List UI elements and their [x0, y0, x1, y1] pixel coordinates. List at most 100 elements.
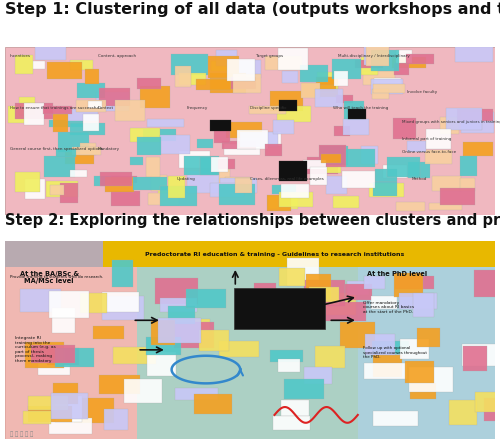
FancyBboxPatch shape — [332, 196, 359, 208]
Text: How to ensure that trainings are successful: How to ensure that trainings are success… — [10, 106, 99, 110]
FancyBboxPatch shape — [50, 186, 64, 195]
FancyBboxPatch shape — [394, 63, 409, 75]
FancyBboxPatch shape — [172, 54, 208, 75]
FancyBboxPatch shape — [179, 73, 206, 85]
FancyBboxPatch shape — [322, 303, 366, 321]
FancyBboxPatch shape — [112, 347, 156, 364]
FancyBboxPatch shape — [371, 50, 399, 71]
FancyBboxPatch shape — [160, 135, 190, 154]
FancyBboxPatch shape — [279, 268, 305, 286]
FancyBboxPatch shape — [300, 65, 328, 82]
FancyBboxPatch shape — [318, 72, 338, 89]
FancyBboxPatch shape — [50, 291, 89, 319]
FancyBboxPatch shape — [274, 416, 310, 430]
FancyBboxPatch shape — [5, 241, 495, 439]
FancyBboxPatch shape — [234, 288, 325, 329]
FancyBboxPatch shape — [44, 106, 72, 114]
Text: Who will teach the training: Who will teach the training — [334, 106, 388, 110]
FancyBboxPatch shape — [210, 73, 246, 93]
FancyBboxPatch shape — [374, 355, 402, 377]
FancyBboxPatch shape — [124, 378, 162, 403]
FancyBboxPatch shape — [70, 170, 86, 177]
FancyBboxPatch shape — [49, 120, 83, 128]
FancyBboxPatch shape — [211, 61, 236, 71]
FancyBboxPatch shape — [70, 60, 93, 70]
FancyBboxPatch shape — [160, 186, 197, 206]
FancyBboxPatch shape — [303, 160, 326, 169]
FancyBboxPatch shape — [281, 184, 310, 198]
FancyBboxPatch shape — [146, 337, 182, 355]
FancyBboxPatch shape — [319, 145, 345, 167]
FancyBboxPatch shape — [44, 156, 76, 177]
Text: Target groups: Target groups — [255, 54, 283, 58]
Text: Multi-disciplinary / Interdisciplinary: Multi-disciplinary / Interdisciplinary — [338, 54, 410, 58]
FancyBboxPatch shape — [346, 148, 376, 167]
FancyBboxPatch shape — [400, 293, 436, 309]
FancyBboxPatch shape — [15, 55, 33, 74]
FancyBboxPatch shape — [410, 383, 436, 399]
FancyBboxPatch shape — [219, 184, 255, 205]
FancyBboxPatch shape — [309, 287, 339, 305]
FancyBboxPatch shape — [320, 154, 342, 163]
FancyBboxPatch shape — [457, 109, 492, 121]
FancyBboxPatch shape — [282, 71, 298, 83]
FancyBboxPatch shape — [74, 398, 114, 424]
FancyBboxPatch shape — [394, 273, 424, 297]
FancyBboxPatch shape — [72, 147, 101, 155]
FancyBboxPatch shape — [187, 171, 219, 193]
FancyBboxPatch shape — [77, 83, 105, 98]
FancyBboxPatch shape — [400, 339, 428, 359]
FancyBboxPatch shape — [372, 89, 388, 99]
FancyBboxPatch shape — [301, 83, 320, 98]
Text: Method: Method — [412, 177, 427, 181]
FancyBboxPatch shape — [210, 183, 244, 197]
FancyBboxPatch shape — [226, 178, 250, 190]
Text: Mandatory: Mandatory — [98, 147, 120, 151]
FancyBboxPatch shape — [388, 157, 420, 177]
FancyBboxPatch shape — [281, 299, 312, 320]
FancyBboxPatch shape — [304, 280, 344, 306]
FancyBboxPatch shape — [196, 79, 232, 90]
FancyBboxPatch shape — [179, 151, 210, 168]
FancyBboxPatch shape — [348, 281, 370, 295]
FancyBboxPatch shape — [5, 241, 495, 267]
FancyBboxPatch shape — [138, 267, 358, 439]
FancyBboxPatch shape — [334, 126, 350, 136]
FancyBboxPatch shape — [146, 157, 160, 177]
Text: Context: Context — [98, 106, 114, 110]
FancyBboxPatch shape — [14, 172, 40, 192]
FancyBboxPatch shape — [174, 319, 210, 340]
FancyBboxPatch shape — [80, 293, 108, 313]
FancyBboxPatch shape — [266, 307, 304, 323]
FancyBboxPatch shape — [114, 100, 144, 121]
Text: At the PhD level: At the PhD level — [367, 271, 427, 277]
FancyBboxPatch shape — [316, 78, 336, 92]
FancyBboxPatch shape — [174, 323, 214, 349]
FancyBboxPatch shape — [174, 388, 218, 400]
FancyBboxPatch shape — [51, 393, 88, 419]
FancyBboxPatch shape — [148, 119, 184, 127]
FancyBboxPatch shape — [326, 176, 347, 194]
FancyBboxPatch shape — [374, 78, 400, 88]
FancyBboxPatch shape — [151, 320, 176, 346]
Text: Frequency: Frequency — [186, 106, 208, 110]
FancyBboxPatch shape — [65, 148, 94, 164]
FancyBboxPatch shape — [332, 59, 361, 79]
FancyBboxPatch shape — [364, 43, 390, 65]
FancyBboxPatch shape — [148, 193, 179, 205]
FancyBboxPatch shape — [232, 77, 256, 89]
FancyBboxPatch shape — [358, 267, 495, 439]
Text: Online versus face-to-face: Online versus face-to-face — [402, 150, 456, 154]
FancyBboxPatch shape — [112, 191, 140, 206]
FancyBboxPatch shape — [213, 169, 230, 188]
FancyBboxPatch shape — [8, 105, 28, 123]
FancyBboxPatch shape — [216, 50, 236, 66]
FancyBboxPatch shape — [268, 197, 298, 210]
FancyBboxPatch shape — [304, 367, 332, 384]
FancyBboxPatch shape — [364, 363, 408, 379]
FancyBboxPatch shape — [282, 400, 310, 416]
FancyBboxPatch shape — [83, 114, 99, 131]
FancyBboxPatch shape — [254, 283, 276, 305]
FancyBboxPatch shape — [374, 182, 398, 196]
Text: Step 1: Clustering of all data (outputs workshops and transcripts): Step 1: Clustering of all data (outputs … — [5, 2, 500, 17]
